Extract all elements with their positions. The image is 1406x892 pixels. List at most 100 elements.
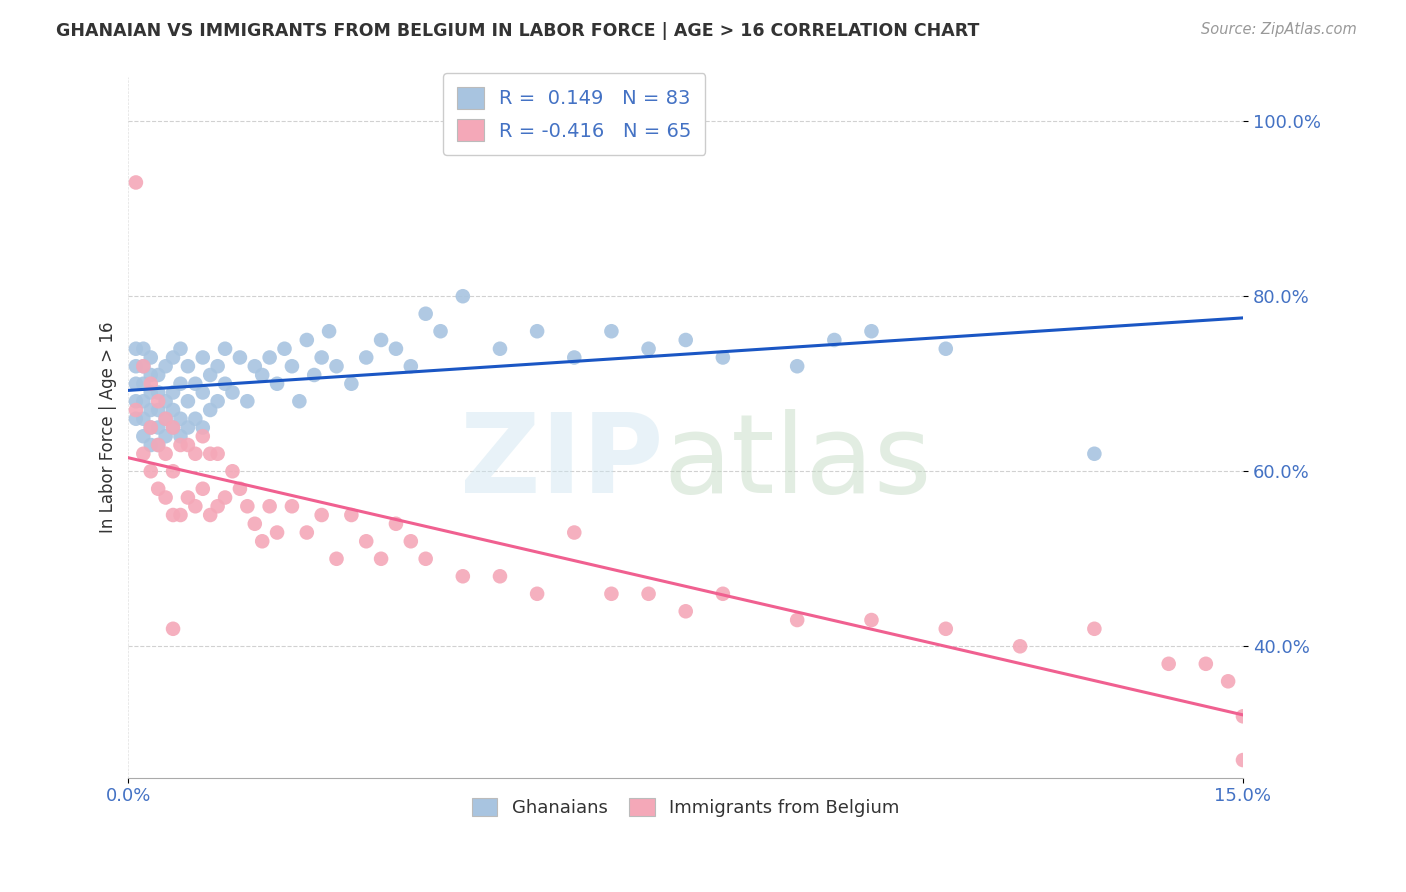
Point: [385, 516, 408, 531]
Point: [162, 508, 184, 522]
Point: [155, 429, 177, 443]
Point: [786, 613, 808, 627]
Point: [132, 359, 155, 374]
Point: [139, 464, 162, 478]
Point: [1010, 640, 1032, 654]
Point: [302, 368, 325, 382]
Point: [370, 551, 392, 566]
Point: [786, 359, 808, 374]
Point: [200, 368, 222, 382]
Point: [125, 176, 148, 190]
Point: [132, 411, 155, 425]
Point: [191, 351, 214, 365]
Point: [1157, 657, 1180, 671]
Point: [935, 622, 957, 636]
Point: [600, 587, 623, 601]
Point: [526, 587, 548, 601]
Point: [177, 438, 200, 452]
Point: [125, 411, 148, 425]
Point: [184, 376, 207, 391]
Point: [148, 482, 170, 496]
Point: [184, 500, 207, 514]
Point: [169, 411, 191, 425]
Point: [711, 351, 734, 365]
Point: [139, 403, 162, 417]
Point: [139, 420, 162, 434]
Point: [207, 500, 229, 514]
Point: [214, 376, 236, 391]
Point: [162, 464, 184, 478]
Point: [132, 429, 155, 443]
Point: [200, 403, 222, 417]
Point: [860, 613, 883, 627]
Point: [139, 385, 162, 400]
Point: [207, 447, 229, 461]
Point: [148, 420, 170, 434]
Point: [214, 491, 236, 505]
Point: [243, 516, 266, 531]
Point: [318, 324, 340, 338]
Point: [148, 385, 170, 400]
Point: [399, 359, 422, 374]
Point: [148, 438, 170, 452]
Point: [162, 403, 184, 417]
Point: [169, 429, 191, 443]
Point: [823, 333, 845, 347]
Point: [132, 376, 155, 391]
Point: [125, 359, 148, 374]
Point: [184, 411, 207, 425]
Point: [155, 491, 177, 505]
Point: [125, 342, 148, 356]
Point: [169, 438, 191, 452]
Point: [162, 420, 184, 434]
Point: [132, 342, 155, 356]
Point: [281, 500, 304, 514]
Point: [191, 420, 214, 434]
Point: [191, 482, 214, 496]
Point: [259, 500, 281, 514]
Point: [1216, 674, 1239, 689]
Point: [526, 324, 548, 338]
Point: [295, 525, 318, 540]
Point: [207, 394, 229, 409]
Point: [935, 342, 957, 356]
Point: [148, 438, 170, 452]
Point: [250, 534, 273, 549]
Point: [311, 351, 333, 365]
Point: [155, 411, 177, 425]
Point: [132, 394, 155, 409]
Point: [489, 569, 512, 583]
Point: [325, 359, 347, 374]
Point: [177, 359, 200, 374]
Point: [162, 385, 184, 400]
Point: [229, 351, 252, 365]
Point: [711, 587, 734, 601]
Point: [325, 551, 347, 566]
Y-axis label: In Labor Force | Age > 16: In Labor Force | Age > 16: [100, 322, 117, 533]
Point: [637, 342, 659, 356]
Point: [562, 351, 585, 365]
Point: [451, 569, 474, 583]
Point: [155, 411, 177, 425]
Point: [637, 587, 659, 601]
Point: [399, 534, 422, 549]
Point: [562, 525, 585, 540]
Point: [340, 508, 363, 522]
Point: [191, 429, 214, 443]
Point: [288, 394, 311, 409]
Point: [155, 447, 177, 461]
Point: [1083, 447, 1105, 461]
Point: [415, 307, 437, 321]
Point: [259, 351, 281, 365]
Point: [200, 447, 222, 461]
Point: [273, 342, 295, 356]
Text: atlas: atlas: [664, 409, 932, 516]
Point: [155, 394, 177, 409]
Point: [295, 333, 318, 347]
Point: [1195, 657, 1218, 671]
Point: [385, 342, 408, 356]
Point: [229, 482, 252, 496]
Point: [125, 376, 148, 391]
Point: [191, 385, 214, 400]
Point: [250, 368, 273, 382]
